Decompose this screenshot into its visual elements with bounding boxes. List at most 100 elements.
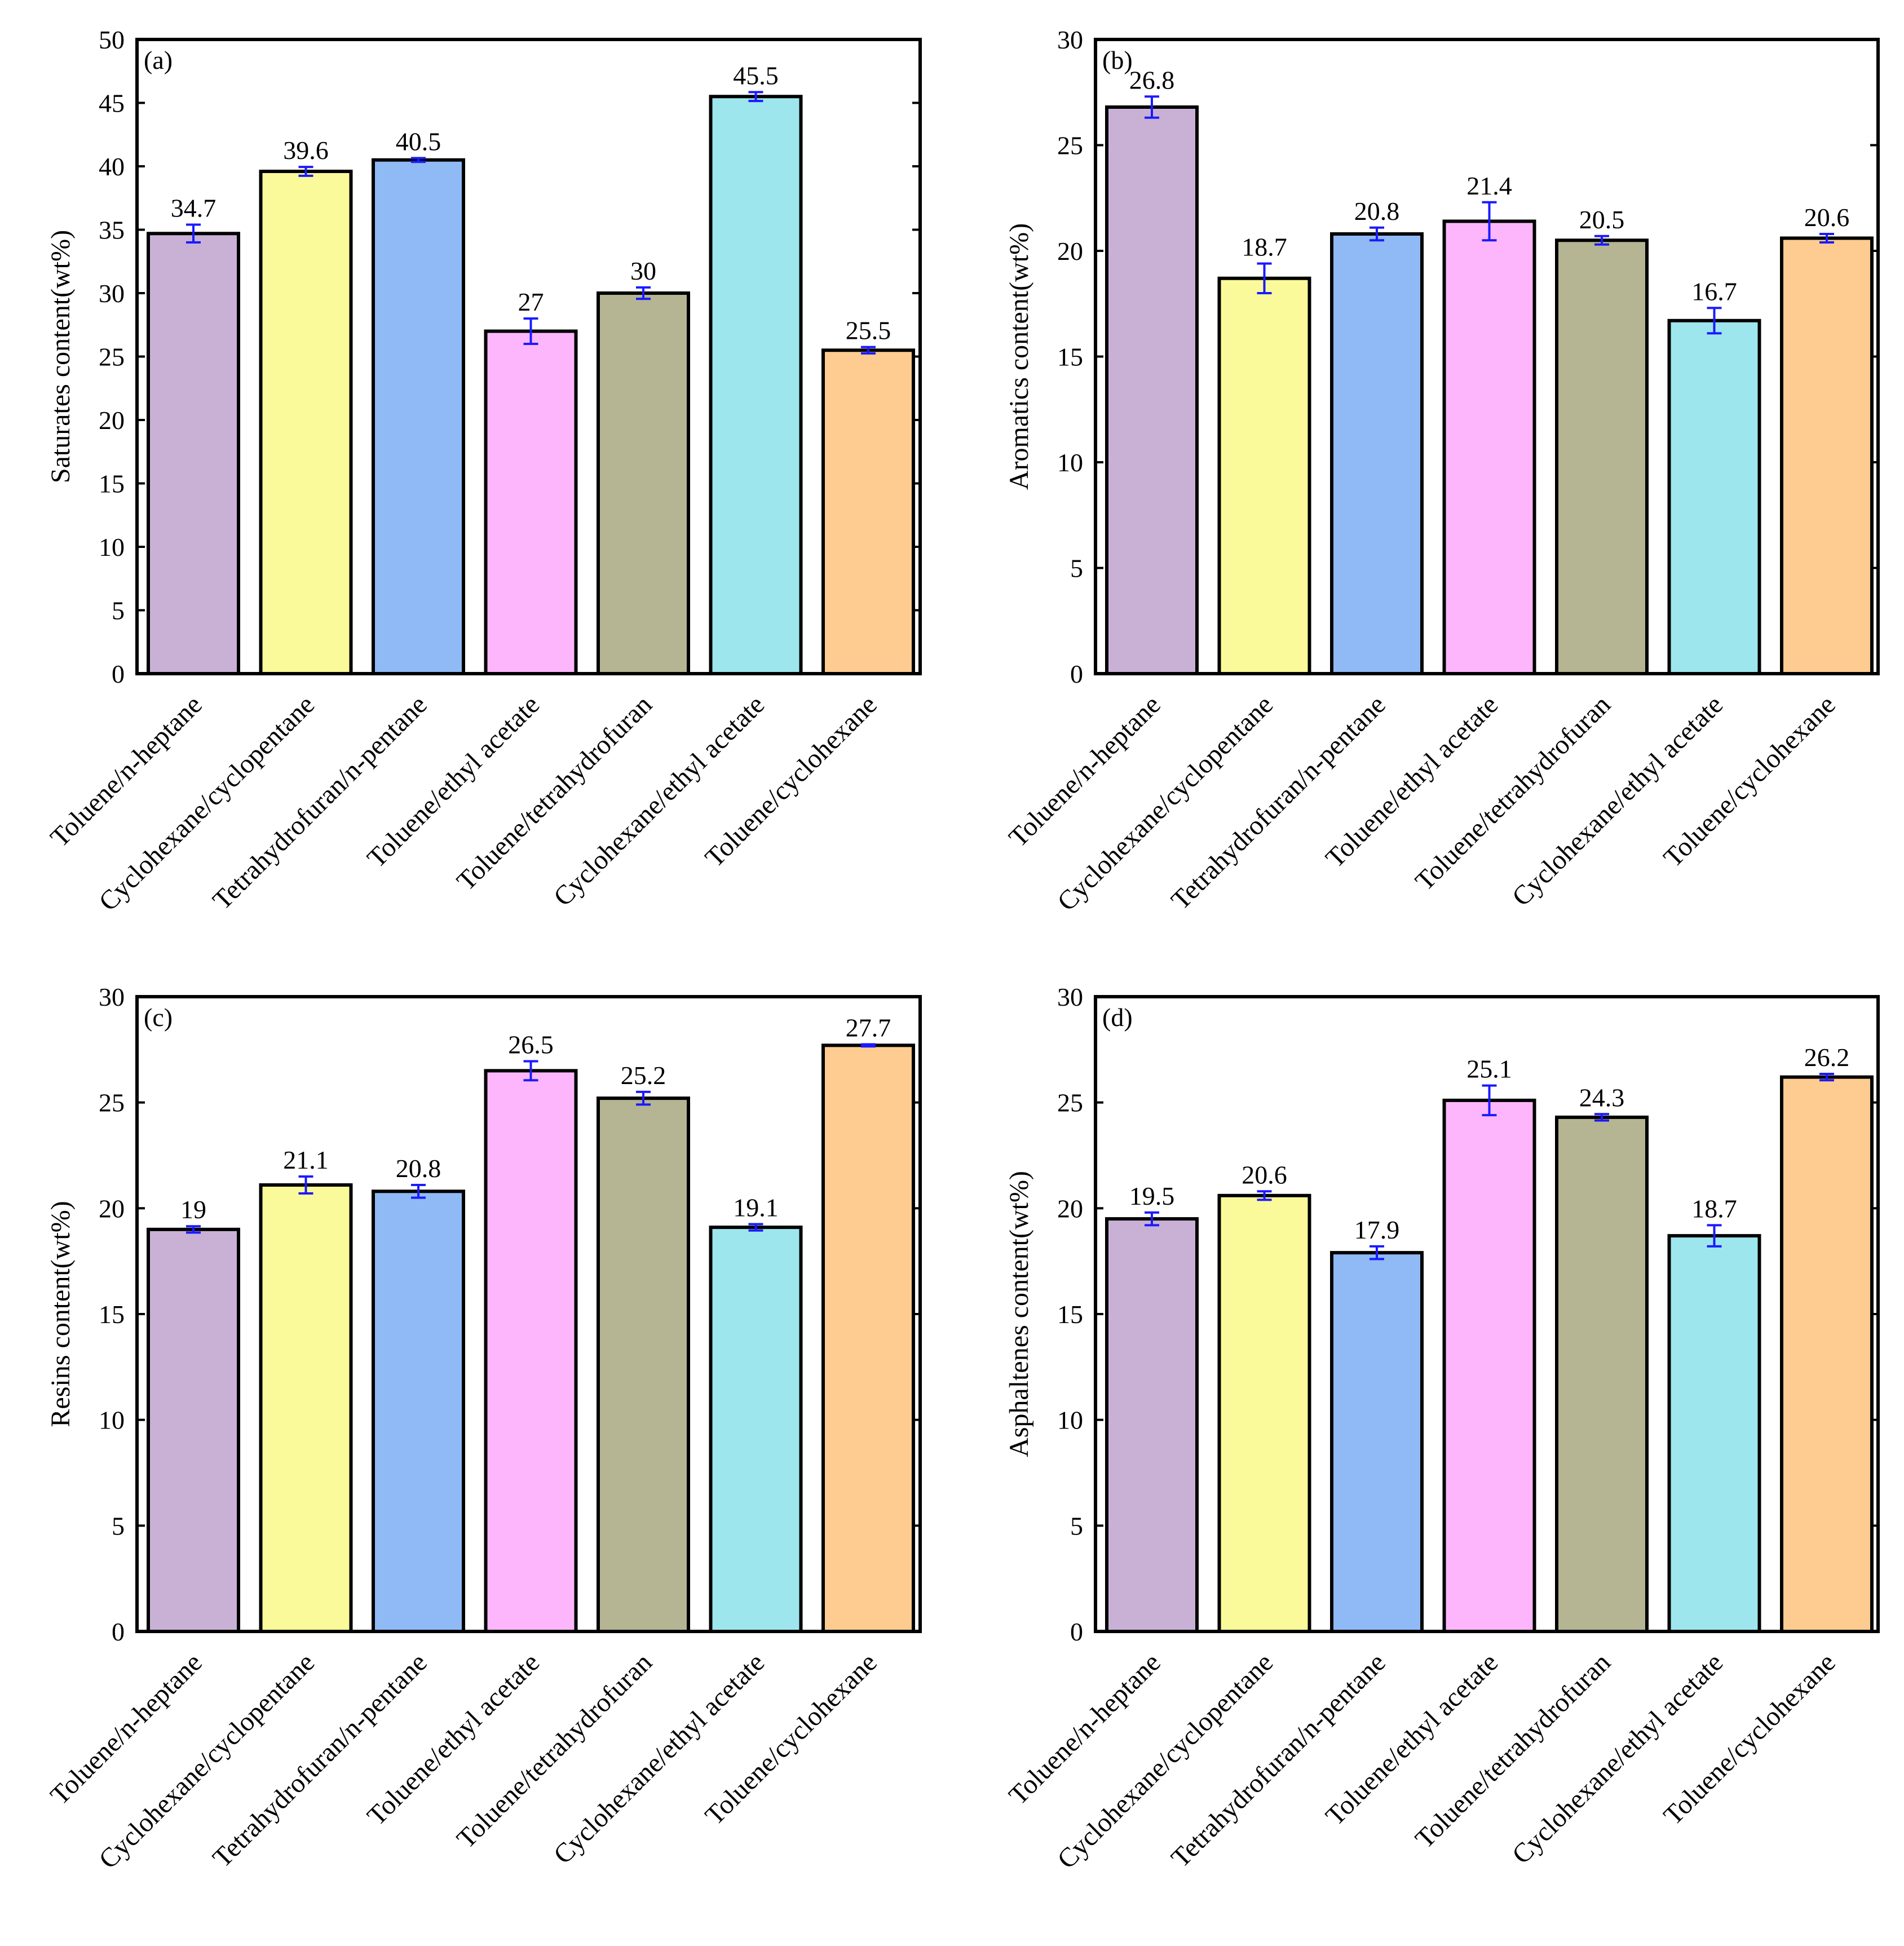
data-label: 34.7	[171, 194, 217, 223]
y-tick-label: 40	[99, 152, 125, 181]
y-axis-title: Resins content(wt%)	[46, 1201, 76, 1427]
panel-tag: (d)	[1102, 1003, 1133, 1032]
x-tick-label: Tetrahydrofuran/n-pentane	[1165, 1647, 1391, 1873]
bar	[1442, 219, 1536, 675]
bar	[147, 232, 240, 675]
data-label: 18.7	[1242, 233, 1287, 262]
y-tick-label: 25	[1057, 131, 1083, 160]
y-tick-label: 10	[1057, 1406, 1083, 1435]
x-tick-label: Cyclohexane/cyclopentane	[1052, 1647, 1279, 1874]
y-tick-label: 5	[1070, 1511, 1083, 1540]
bar	[1780, 236, 1874, 675]
data-label: 20.8	[1354, 197, 1400, 225]
x-tick-label: Toluene/tetrahydrofuran	[1410, 689, 1616, 896]
data-label: 26.8	[1129, 65, 1175, 94]
y-tick-label: 35	[99, 216, 125, 245]
y-tick-label: 5	[112, 596, 125, 625]
data-label: 25.1	[1466, 1055, 1512, 1083]
bar	[709, 1226, 803, 1633]
bar	[1667, 1234, 1761, 1634]
bar	[1667, 319, 1761, 675]
y-tick-label: 10	[99, 533, 125, 561]
bar	[1105, 105, 1199, 675]
y-tick-label: 5	[112, 1511, 125, 1540]
data-label: 19.5	[1129, 1182, 1175, 1210]
data-label: 16.7	[1691, 277, 1737, 306]
y-tick-label: 25	[1057, 1089, 1083, 1117]
bar	[484, 1069, 578, 1634]
x-tick-label: Cyclohexane/ethyl acetate	[1507, 689, 1729, 912]
y-tick-label: 30	[99, 279, 125, 308]
y-tick-label: 0	[112, 1617, 125, 1646]
y-tick-label: 10	[1057, 448, 1083, 477]
y-tick-label: 45	[99, 89, 125, 118]
bar	[709, 95, 803, 675]
y-tick-label: 20	[99, 1194, 125, 1223]
y-tick-label: 0	[112, 660, 125, 688]
y-axis-title: Aromatics content(wt%)	[1004, 223, 1034, 490]
bar	[372, 158, 465, 675]
bar	[1780, 1075, 1874, 1634]
x-tick-label: Tetrahydrofuran/n-pentane	[1165, 689, 1391, 915]
data-label: 17.9	[1354, 1215, 1400, 1244]
bar	[597, 1096, 690, 1634]
bar	[259, 1183, 353, 1633]
bar	[1217, 1193, 1311, 1633]
x-tick-label: Cyclohexane/ethyl acetate	[1507, 1647, 1729, 1870]
panel-b: 26.8Toluene/n-heptane18.7Cyclohexane/cyc…	[1003, 25, 1880, 917]
data-label: 39.6	[283, 136, 329, 165]
y-tick-label: 15	[1057, 343, 1083, 371]
y-tick-label: 20	[1057, 237, 1083, 266]
data-label: 45.5	[733, 61, 779, 90]
x-tick-label: Cyclohexane/ethyl acetate	[548, 689, 771, 912]
axes-frame	[1094, 995, 1880, 1633]
x-tick-label: Cyclohexane/ethyl acetate	[548, 1647, 771, 1870]
bar	[1217, 276, 1311, 675]
data-label: 19	[180, 1195, 206, 1224]
x-tick-label: Toluene/tetrahydrofuran	[451, 1647, 658, 1854]
bar	[259, 170, 353, 675]
y-tick-label: 30	[99, 983, 125, 1011]
x-tick-label: Tetrahydrofuran/n-pentane	[207, 689, 433, 915]
x-tick-label: Tetrahydrofuran/n-pentane	[207, 1647, 433, 1873]
panel-tag: (c)	[144, 1003, 173, 1032]
y-tick-label: 15	[99, 470, 125, 498]
axes-frame	[135, 995, 922, 1633]
y-tick-label: 15	[99, 1300, 125, 1329]
y-tick-label: 50	[99, 25, 125, 54]
x-tick-label: Toluene/tetrahydrofuran	[1410, 1647, 1616, 1854]
bar	[1105, 1217, 1199, 1634]
y-tick-label: 20	[1057, 1194, 1083, 1223]
panel-tag: (a)	[144, 46, 173, 74]
y-tick-label: 5	[1070, 554, 1083, 583]
data-label: 19.1	[733, 1193, 779, 1222]
panel-a: 34.7Toluene/n-heptane39.6Cyclohexane/cyc…	[45, 25, 922, 917]
data-label: 30	[630, 256, 656, 285]
bar	[1555, 238, 1649, 675]
data-label: 40.5	[396, 127, 441, 156]
data-label: 20.6	[1804, 203, 1850, 232]
x-tick-label: Cyclohexane/cyclopentane	[93, 689, 320, 917]
data-label: 25.2	[621, 1061, 666, 1090]
bar	[372, 1189, 465, 1633]
bar	[1330, 1251, 1424, 1633]
data-label: 18.7	[1691, 1194, 1737, 1223]
y-axis-title: Saturates content(wt%)	[46, 230, 76, 483]
y-tick-label: 30	[1057, 25, 1083, 54]
y-tick-label: 15	[1057, 1300, 1083, 1329]
data-label: 26.5	[508, 1030, 554, 1059]
axes-frame	[1094, 38, 1880, 675]
y-tick-label: 30	[1057, 983, 1083, 1011]
y-axis-title: Asphaltenes content(wt%)	[1004, 1171, 1034, 1457]
data-label: 24.3	[1579, 1083, 1625, 1112]
bar	[821, 1043, 915, 1633]
data-label: 20.6	[1242, 1160, 1287, 1189]
y-tick-label: 25	[99, 343, 125, 371]
panel-c: 19Toluene/n-heptane21.1Cyclohexane/cyclo…	[45, 983, 922, 1874]
axes-frame	[135, 38, 922, 675]
data-label: 27.7	[846, 1013, 891, 1042]
y-tick-label: 0	[1070, 660, 1083, 688]
y-tick-label: 0	[1070, 1617, 1083, 1646]
x-tick-label: Cyclohexane/cyclopentane	[93, 1647, 320, 1874]
